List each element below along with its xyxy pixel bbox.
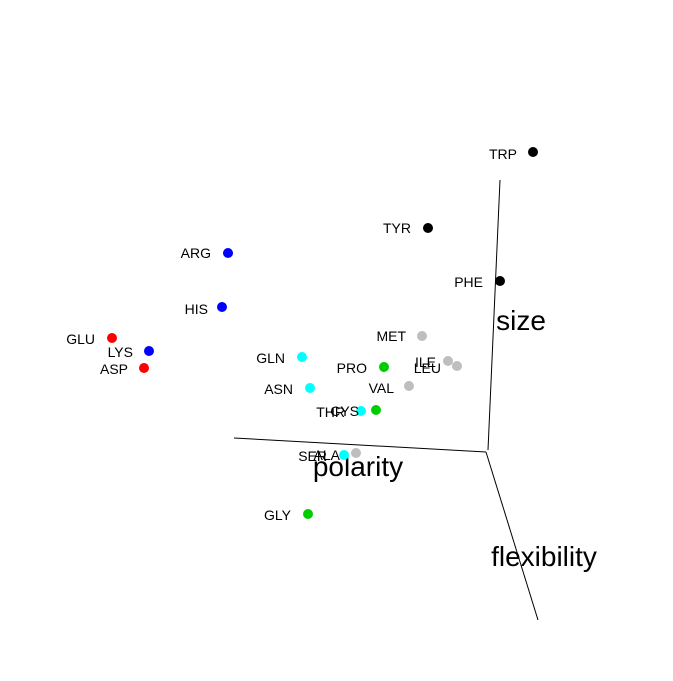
point-cys: [371, 405, 381, 415]
point-ile: [443, 356, 453, 366]
point-label-cys: CYS: [330, 403, 359, 419]
point-ala: [351, 448, 361, 458]
point-label-arg: ARG: [181, 245, 211, 261]
point-label-met: MET: [376, 328, 406, 344]
point-glu: [107, 333, 117, 343]
point-trp: [528, 147, 538, 157]
point-label-ala: ALA: [314, 447, 341, 463]
flexibility-axis-label: flexibility: [491, 541, 597, 572]
point-label-ile: ILE: [415, 354, 436, 370]
point-label-asp: ASP: [100, 361, 128, 377]
point-label-tyr: TYR: [383, 220, 411, 236]
point-label-phe: PHE: [454, 274, 483, 290]
point-label-asn: ASN: [264, 381, 293, 397]
size-axis-line: [487, 179, 501, 451]
polarity-axis-line: [233, 437, 487, 453]
axes: size polarity flexibility: [233, 179, 597, 621]
point-leu: [452, 361, 462, 371]
point-ser: [339, 450, 349, 460]
point-gly: [303, 509, 313, 519]
point-asn: [305, 383, 315, 393]
point-gln: [297, 352, 307, 362]
point-label-trp: TRP: [489, 146, 517, 162]
point-label-his: HIS: [185, 301, 208, 317]
point-asp: [139, 363, 149, 373]
point-label-val: VAL: [369, 380, 395, 396]
point-label-leu: LEU: [414, 360, 441, 376]
point-label-pro: PRO: [337, 360, 367, 376]
point-lys: [144, 346, 154, 356]
point-label-glu: GLU: [66, 331, 95, 347]
point-thr: [356, 406, 366, 416]
point-arg: [223, 248, 233, 258]
point-his: [217, 302, 227, 312]
point-label-lys: LYS: [108, 344, 133, 360]
point-label-thr: THR: [316, 404, 345, 420]
point-label-ser: SER: [298, 448, 327, 464]
point-label-gln: GLN: [256, 350, 285, 366]
point-phe: [495, 276, 505, 286]
point-met: [417, 331, 427, 341]
size-axis-label: size: [496, 305, 546, 336]
point-val: [404, 381, 414, 391]
point-pro: [379, 362, 389, 372]
point-label-gly: GLY: [264, 507, 292, 523]
point-tyr: [423, 223, 433, 233]
flexibility-axis-line: [485, 451, 539, 621]
